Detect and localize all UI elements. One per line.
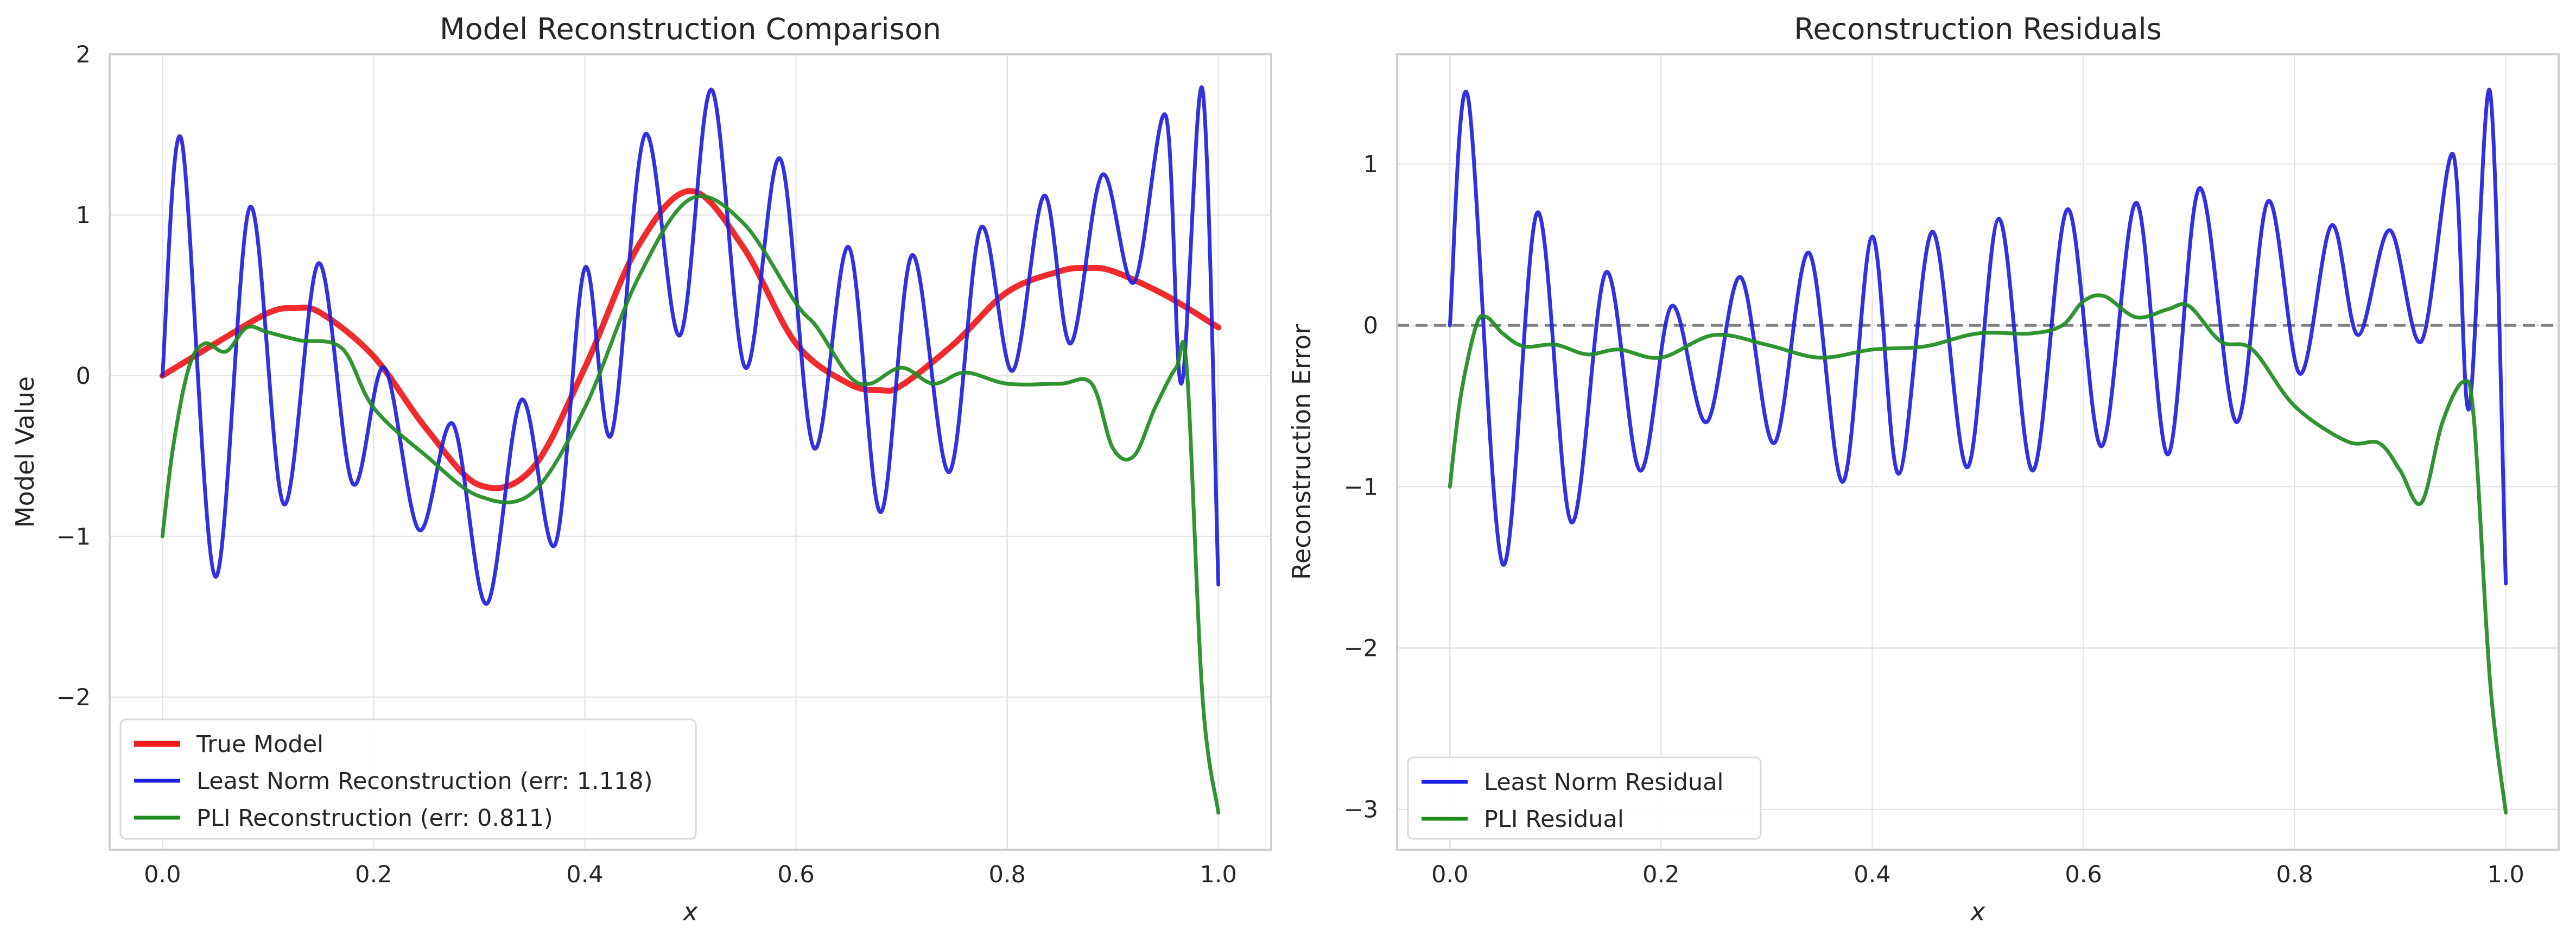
x-tick-label: 0.2 [1642, 861, 1679, 888]
y-tick-label: 1 [76, 202, 91, 229]
y-tick-label: 0 [1363, 312, 1378, 339]
x-tick-label: 0.8 [988, 861, 1025, 888]
legend-label-pli-reconstruction-err-0-811: PLI Reconstruction (err: 0.811) [196, 805, 553, 832]
plot-frame [1396, 53, 2560, 851]
series-line-least-norm-residual [1448, 87, 2508, 586]
x-axis-label: x [1969, 897, 1985, 926]
y-tick-label: 0 [76, 363, 91, 390]
x-tick-label: 0.8 [2276, 861, 2313, 888]
x-tick-label: 0.6 [777, 861, 814, 888]
x-tick-label: 0.4 [566, 861, 603, 888]
series-line-pli-residual [1448, 293, 2508, 815]
right-chart-panel: 0.0 0.2 0.4 0.6 0.8 1.0 −3 −2 −1 0 1 Reconstruction… [1287, 12, 2560, 926]
y-tick-label: 1 [1363, 151, 1378, 178]
y-tick-label: −2 [56, 684, 91, 711]
x-tick-label: 1.0 [1200, 861, 1237, 888]
chart-title: Reconstruction Residuals [1794, 12, 2161, 46]
x-tick-label: 1.0 [2488, 861, 2524, 888]
legend-label-least-norm-reconstruction-err-1-118: Least Norm Reconstruction (err: 1.118) [196, 768, 652, 795]
legend-label-least-norm-residual: Least Norm Residual [1484, 769, 1724, 796]
x-tick-label: 0.6 [2065, 861, 2102, 888]
y-tick-label: −2 [1344, 635, 1378, 662]
x-tick-label: 0.2 [355, 861, 392, 888]
x-tick-label: 0.4 [1854, 861, 1890, 888]
y-tick-label: −1 [1344, 473, 1378, 501]
legend-box [119, 718, 697, 840]
x-tick-label: 0.0 [1431, 861, 1468, 888]
plot-frame [109, 53, 1272, 851]
legend: Least Norm Residual PLI Residual [1407, 756, 1762, 840]
left-chart-panel: 0.0 0.2 0.4 0.6 0.8 1.0 −2 −1 0 1 2 Model Reconstru… [10, 12, 1272, 926]
chart-title: Model Reconstruction Comparison [440, 12, 941, 46]
legend-label-true-model: True Model [196, 731, 323, 758]
legend-box [1407, 756, 1762, 840]
grid-lines [1397, 54, 2559, 850]
y-axis-label: Model Value [10, 376, 40, 528]
y-tick-label: 2 [76, 41, 91, 68]
x-axis-label: x [682, 897, 698, 926]
series-line-least-norm-reconstruction-err-1-118 [160, 85, 1221, 606]
series-lines [159, 85, 1222, 815]
legend-label-pli-residual: PLI Residual [1484, 806, 1624, 833]
y-tick-label: −1 [56, 523, 91, 551]
series-lines [1448, 87, 2508, 815]
series-line-pli-reconstruction-err-0-811 [160, 194, 1221, 815]
y-tick-label: −3 [1344, 797, 1378, 824]
y-axis-label: Reconstruction Error [1287, 324, 1316, 580]
series-line-true-model [159, 188, 1222, 491]
legend: True Model Least Norm Reconstruction (err… [119, 718, 697, 840]
x-tick-label: 0.0 [144, 861, 181, 888]
